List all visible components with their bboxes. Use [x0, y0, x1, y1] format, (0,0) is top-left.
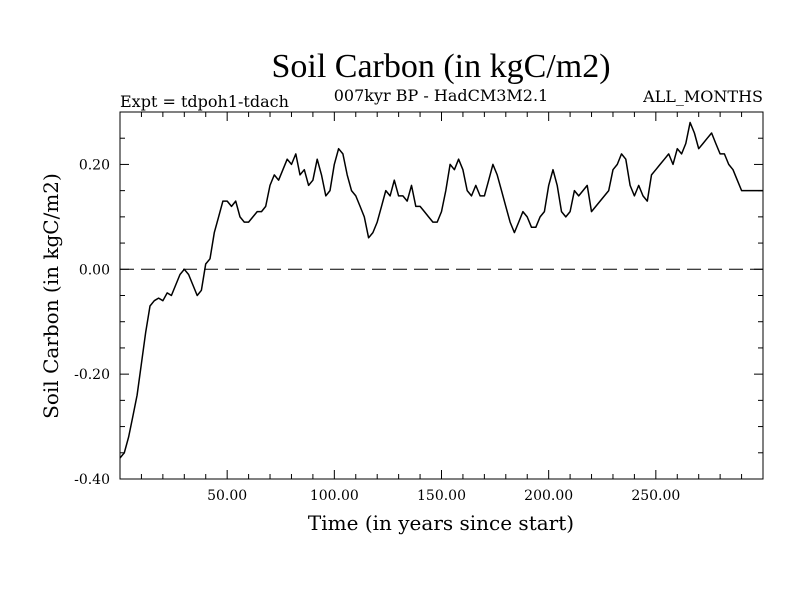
y-tick-label: 0.20 [79, 157, 110, 173]
chart-title: Soil Carbon (in kgC/m2) [271, 48, 610, 85]
x-tick-label: 150.00 [417, 488, 466, 504]
experiment-label: Expt = tdpoh1-tdach [120, 92, 289, 111]
y-tick-label: -0.40 [74, 472, 110, 488]
plot-frame [119, 111, 764, 480]
y-tick-label: 0.00 [79, 262, 110, 278]
x-tick-label: 50.00 [207, 488, 247, 504]
x-tick-label: 250.00 [631, 488, 680, 504]
y-axis-label: Soil Carbon (in kgC/m2) [39, 173, 63, 419]
x-axis-label: Time (in years since start) [308, 511, 574, 535]
x-tick-label: 100.00 [310, 488, 359, 504]
series-line-0 [119, 121, 763, 459]
x-tick-label: 200.00 [524, 488, 573, 504]
months-label: ALL_MONTHS [642, 87, 763, 106]
period-model-label: 007kyr BP - HadCM3M2.1 [334, 86, 548, 105]
y-tick-label: -0.20 [74, 367, 110, 383]
